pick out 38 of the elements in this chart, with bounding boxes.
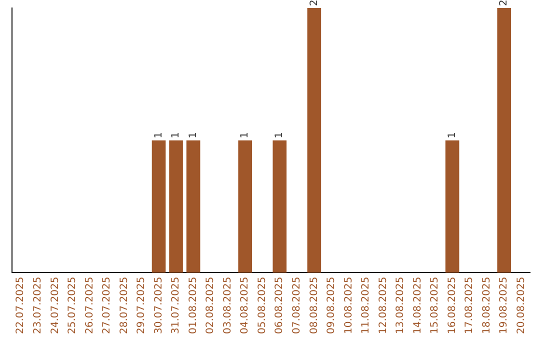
x-tick-label: 13.08.2025 [395, 276, 406, 334]
x-tick-label: 07.08.2025 [291, 276, 302, 334]
x-tick-label: 16.08.2025 [446, 276, 458, 334]
x-tick-label: 19.08.2025 [498, 276, 510, 334]
data-label: 1 [170, 132, 182, 138]
x-tick-label: 20.08.2025 [516, 276, 527, 334]
data-label: 1 [446, 132, 458, 138]
x-tick-label: 17.08.2025 [464, 276, 476, 334]
x-tick-label: 10.08.2025 [343, 276, 354, 334]
x-tick-label: 05.08.2025 [256, 276, 268, 334]
x-tick-label: 11.08.2025 [360, 276, 372, 334]
x-tick-label: 22.07.2025 [15, 276, 26, 334]
x-tick-label: 15.08.2025 [430, 276, 441, 334]
x-tick-label: 12.08.2025 [378, 276, 389, 334]
x-tick-label: 29.07.2025 [136, 276, 148, 334]
data-label: 2 [308, 0, 320, 6]
x-tick-label: 24.07.2025 [50, 276, 61, 334]
data-label: 1 [188, 132, 199, 138]
data-label: 2 [498, 0, 510, 6]
x-tick-label: 30.07.2025 [153, 276, 164, 334]
x-tick-label: 02.08.2025 [205, 276, 216, 334]
x-tick-label: 03.08.2025 [222, 276, 234, 334]
data-label: 1 [274, 132, 286, 138]
x-tick-label: 23.07.2025 [32, 276, 44, 334]
x-tick-label: 28.07.2025 [118, 276, 130, 334]
x-tick-label: 25.07.2025 [67, 276, 78, 334]
x-tick-label: 27.07.2025 [102, 276, 113, 334]
data-label: 1 [153, 132, 164, 138]
x-tick-label: 06.08.2025 [274, 276, 286, 334]
x-tick-label: 04.08.2025 [240, 276, 251, 334]
x-tick-label: 14.08.2025 [412, 276, 424, 334]
x-tick-label: 31.07.2025 [170, 276, 182, 334]
x-tick-label: 18.08.2025 [481, 276, 492, 334]
x-tick-label: 08.08.2025 [308, 276, 320, 334]
data-label: 1 [240, 132, 251, 138]
x-tick-label: 09.08.2025 [326, 276, 338, 334]
x-tick-label: 01.08.2025 [188, 276, 199, 334]
x-tick-label: 26.07.2025 [84, 276, 96, 334]
